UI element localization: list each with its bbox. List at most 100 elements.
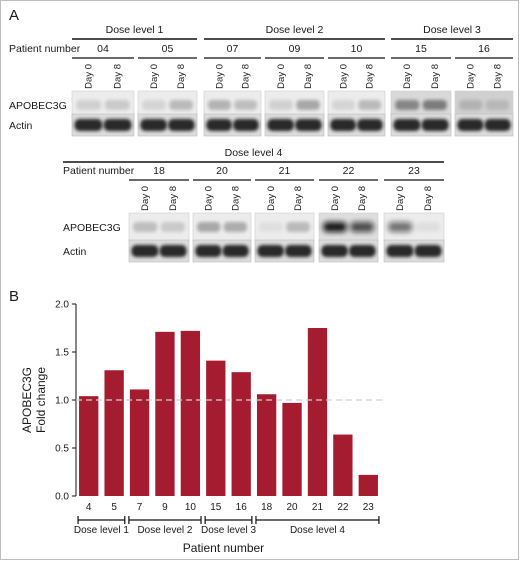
dose-level-label: Dose level 4	[225, 147, 283, 159]
y-axis-label-line2: Fold change	[34, 367, 48, 433]
y-tick-label: 1.5	[55, 348, 69, 359]
y-axis-label: APOBEC3GFold change	[20, 367, 48, 433]
day-label: Day 0	[84, 64, 95, 89]
y-tick-label: 2.0	[55, 300, 69, 311]
apobec3g-band	[286, 222, 310, 232]
bar	[79, 396, 99, 496]
actin-band	[195, 245, 222, 257]
day-label: Day 8	[303, 64, 314, 89]
actin-band	[457, 119, 484, 131]
x-tick-label: 15	[210, 502, 222, 513]
day-label: Day 8	[293, 186, 304, 211]
apobec3g-band	[160, 222, 185, 232]
bar	[282, 402, 302, 496]
day-label: Day 8	[423, 186, 434, 211]
actin-band	[321, 245, 348, 257]
y-axis-label-line1: APOBEC3G	[20, 367, 34, 433]
x-tick-label: 18	[261, 502, 273, 513]
day-label: Day 0	[204, 186, 215, 211]
patient-number: 15	[415, 43, 427, 55]
apobec3g-band	[169, 100, 193, 110]
actin-band	[386, 245, 414, 257]
x-tick-label: 4	[86, 502, 92, 513]
day-label: Day 8	[492, 64, 503, 89]
actin-band	[159, 245, 187, 257]
patient-number: 23	[408, 165, 420, 177]
bar	[129, 389, 150, 496]
apobec3g-band	[104, 100, 130, 110]
dose-level-label: Dose level 2	[266, 24, 324, 36]
patient-number: 16	[478, 43, 490, 55]
day-label: Day 0	[402, 64, 413, 89]
patient-number: 07	[227, 43, 239, 55]
apobec3g-band	[133, 222, 158, 232]
day-label: Day 8	[357, 186, 368, 211]
patient-number: 05	[162, 43, 174, 55]
bar	[333, 434, 353, 496]
patient-number: 09	[289, 43, 301, 55]
dose-level-label: Dose level 3	[423, 24, 481, 36]
apobec3g-row-label: APOBEC3G	[63, 222, 121, 234]
patient-number: 18	[153, 165, 165, 177]
actin-band	[233, 119, 259, 131]
bar	[358, 474, 378, 496]
bar	[206, 360, 226, 496]
apobec3g-band	[350, 222, 374, 232]
apobec3g-band	[142, 100, 166, 110]
day-label: Day 0	[395, 186, 406, 211]
dose-group-label: Dose level 4	[290, 525, 345, 536]
y-tick-label: 0.0	[55, 492, 69, 503]
day-label: Day 8	[430, 64, 441, 89]
actin-band	[103, 119, 132, 131]
day-label: Day 0	[149, 64, 160, 89]
x-tick-label: 23	[363, 502, 375, 513]
actin-band	[393, 119, 421, 131]
dose-level-label: Dose level 1	[106, 24, 164, 36]
day-label: Day 0	[140, 186, 151, 211]
x-tick-label: 9	[162, 502, 168, 513]
patient-number: 21	[279, 165, 291, 177]
apobec3g-band	[197, 222, 221, 232]
actin-band	[330, 119, 356, 131]
actin-row-label: Actin	[63, 246, 87, 258]
day-label: Day 8	[365, 64, 376, 89]
actin-band	[74, 119, 103, 131]
apobec3g-band	[358, 100, 382, 110]
day-label: Day 8	[112, 64, 123, 89]
actin-band	[222, 245, 249, 257]
apobec3g-band	[395, 100, 420, 110]
actin-band	[349, 245, 376, 257]
x-tick-label: 22	[337, 502, 349, 513]
apobec3g-band	[422, 100, 447, 110]
day-label: Day 8	[176, 64, 187, 89]
x-tick-label: 20	[286, 502, 298, 513]
bar	[231, 372, 251, 496]
actin-row-label: Actin	[9, 120, 33, 132]
actin-band	[140, 119, 167, 131]
day-label: Day 0	[466, 64, 477, 89]
patient-number: 04	[97, 43, 109, 55]
actin-band	[206, 119, 232, 131]
patient-number-label: Patient number	[9, 43, 81, 55]
apobec3g-band	[485, 100, 509, 110]
actin-band	[421, 119, 449, 131]
actin-band	[414, 245, 442, 257]
bar	[104, 370, 124, 496]
apobec3g-band	[459, 100, 483, 110]
day-label: Day 8	[168, 186, 179, 211]
apobec3g-band	[234, 100, 258, 110]
bar-chart: 0.0 0.5 1.0 1.5 2.0 APOBEC3GFold change 4 5 7 9 10…	[20, 300, 386, 555]
dose-group-label: Dose level 3	[201, 525, 256, 536]
bar	[307, 328, 328, 496]
day-label: Day 0	[214, 64, 225, 89]
actin-band	[484, 119, 511, 131]
patient-number: 10	[351, 43, 363, 55]
day-label: Day 0	[276, 64, 287, 89]
apobec3g-band	[76, 100, 102, 110]
apobec3g-band	[296, 100, 320, 110]
bar	[256, 394, 277, 496]
bar	[155, 331, 175, 496]
